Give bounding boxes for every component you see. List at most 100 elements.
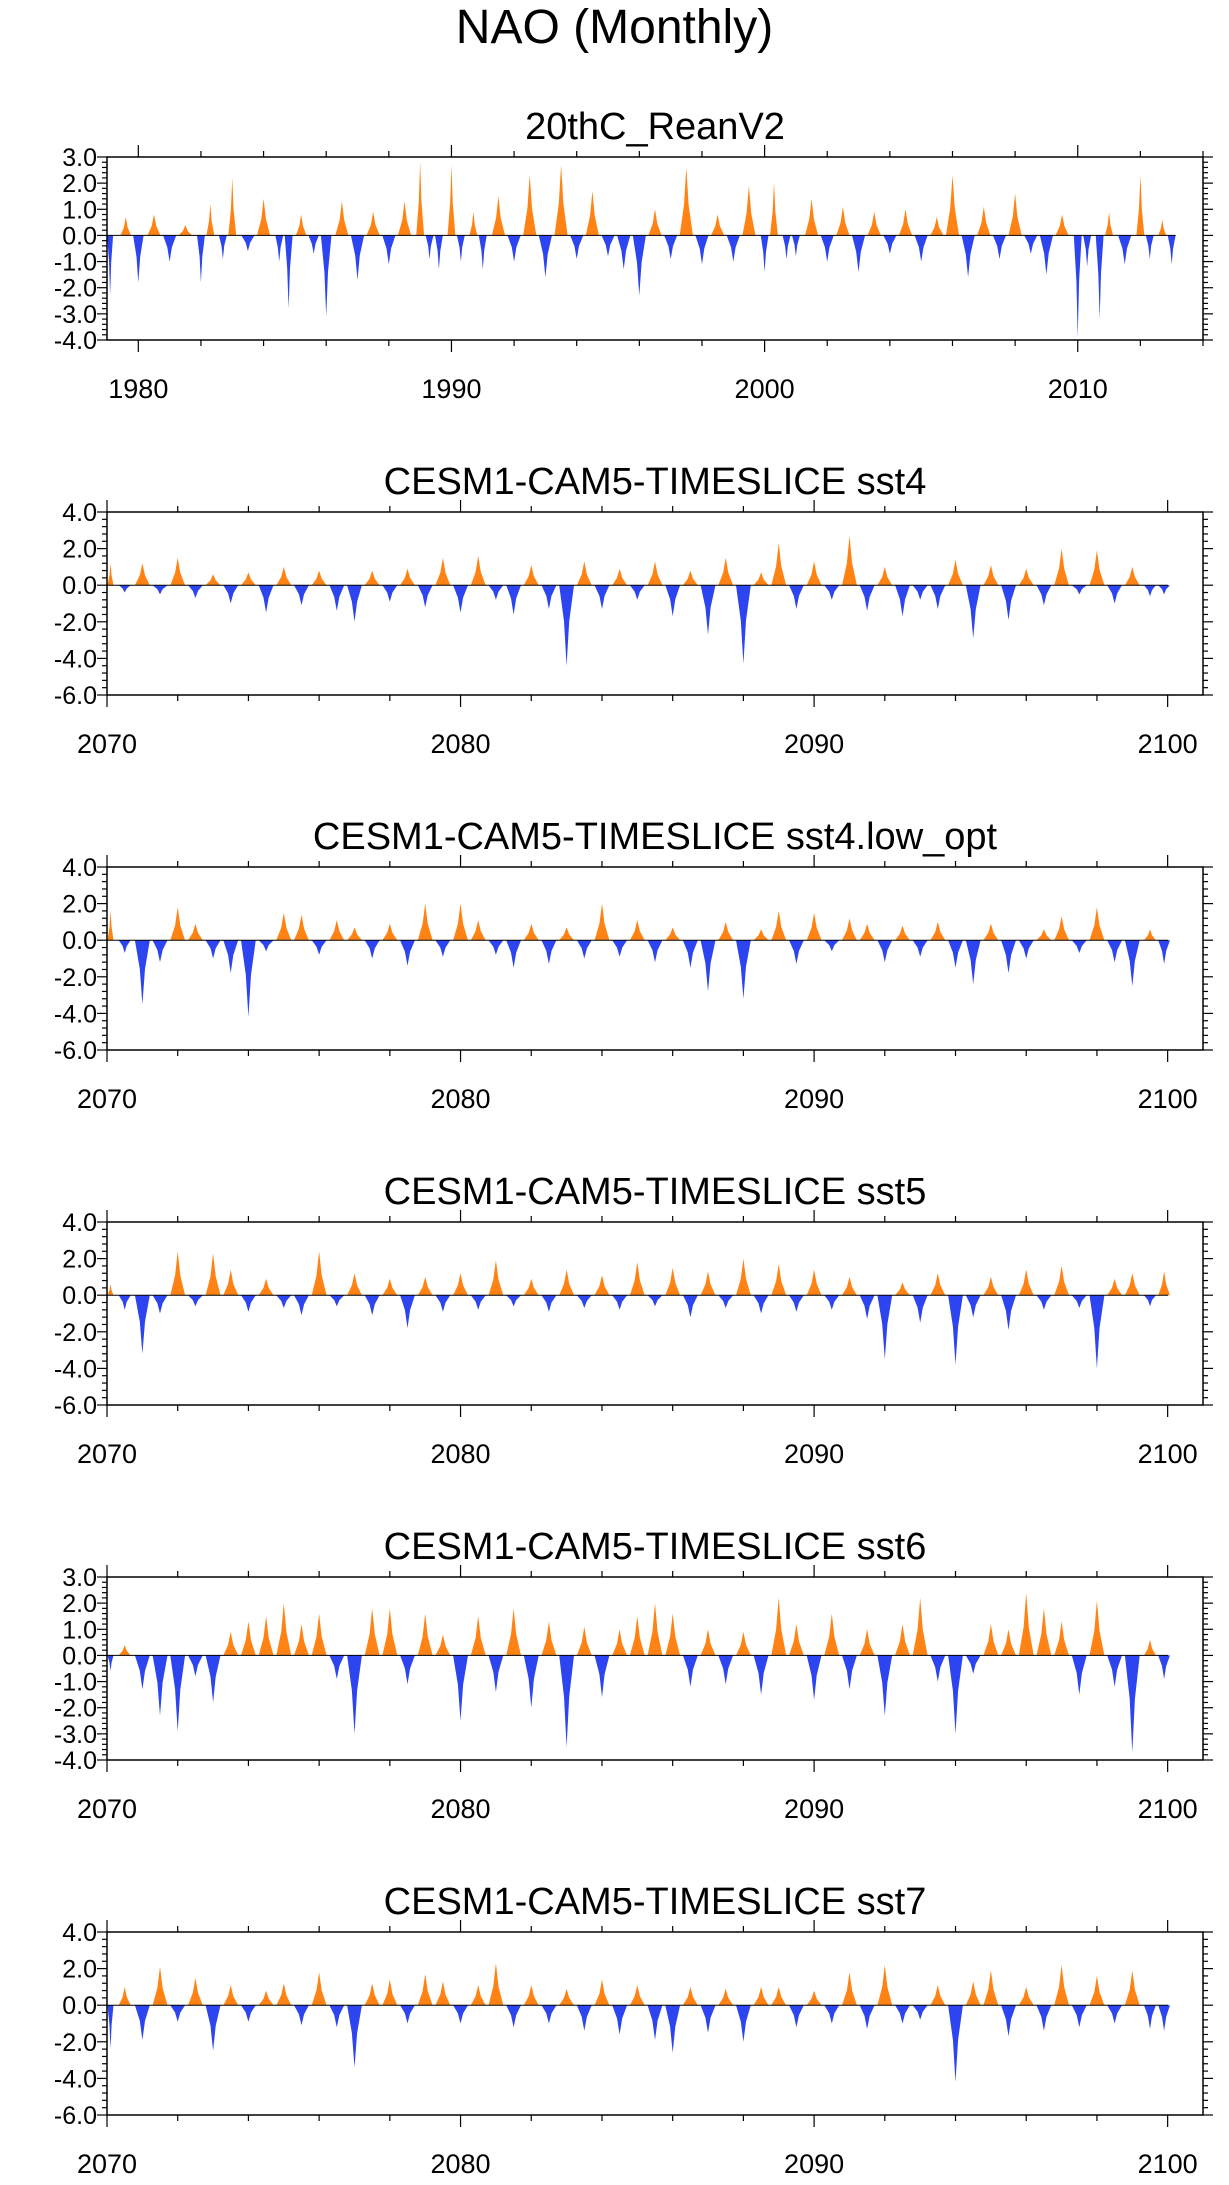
- positive-anomaly: [789, 1624, 804, 1656]
- positive-anomaly: [718, 1988, 734, 2006]
- negative-anomaly: [329, 1295, 345, 1307]
- negative-anomaly: [682, 940, 698, 968]
- positive-anomaly: [1055, 214, 1069, 236]
- y-tick-label: -4.0: [54, 1355, 97, 1383]
- panel-5: CESM1-CAM5-TIMESLICE sst6 3.02.01.00.0-1.…: [54, 1526, 1213, 1824]
- negative-anomaly: [152, 585, 168, 595]
- negative-anomaly: [612, 2005, 628, 2035]
- y-tick-label: 3.0: [62, 1564, 97, 1592]
- negative-anomaly: [806, 1655, 822, 1700]
- negative-anomaly: [965, 1655, 981, 1674]
- positive-anomaly: [364, 1608, 380, 1656]
- positive-anomaly: [647, 1603, 663, 1656]
- negative-anomaly: [1158, 1655, 1170, 1679]
- negative-anomaly: [965, 585, 981, 639]
- positive-anomaly: [805, 198, 819, 236]
- plot-frame: [106, 1221, 1204, 1406]
- negative-anomaly: [1089, 1295, 1105, 1369]
- positive-anomaly: [107, 910, 114, 941]
- positive-anomaly: [258, 1278, 274, 1296]
- positive-anomaly: [1089, 907, 1105, 941]
- positive-anomaly: [753, 929, 769, 941]
- negative-anomaly: [789, 940, 804, 964]
- negative-anomaly: [488, 940, 504, 955]
- positive-anomaly: [895, 1624, 910, 1656]
- positive-anomaly: [152, 1966, 168, 2006]
- positive-anomaly: [435, 1981, 451, 2006]
- y-tick-label: 0.0: [62, 1642, 97, 1670]
- y-tick-label: -2.0: [54, 275, 97, 303]
- negative-anomaly: [294, 2005, 309, 2026]
- negative-anomaly: [930, 1655, 946, 1682]
- negative-anomaly: [912, 940, 928, 957]
- negative-anomaly: [576, 1295, 592, 1308]
- x-tick-label: 2070: [77, 2149, 137, 2179]
- positive-anomaly: [842, 1972, 857, 2006]
- negative-anomaly: [594, 1655, 610, 1698]
- positive-anomaly: [205, 1253, 221, 1296]
- negative-anomaly: [700, 585, 716, 635]
- negative-anomaly: [824, 1295, 840, 1310]
- positive-anomaly: [1054, 916, 1069, 941]
- negative-anomaly: [570, 235, 584, 259]
- positive-anomaly: [1018, 1986, 1034, 2006]
- positive-anomaly: [258, 1616, 274, 1656]
- negative-anomaly: [1024, 235, 1038, 254]
- negative-anomaly: [329, 1655, 345, 1679]
- positive-anomaly: [665, 927, 681, 941]
- negative-anomaly: [992, 235, 1006, 259]
- negative-anomaly: [134, 1295, 150, 1354]
- y-tick-label: 2.0: [62, 1246, 97, 1274]
- positive-anomaly: [294, 1624, 309, 1656]
- negative-anomaly: [258, 585, 274, 613]
- negative-anomaly: [824, 585, 840, 600]
- positive-anomaly: [711, 214, 725, 236]
- positive-anomaly: [523, 1985, 539, 2006]
- positive-anomaly: [771, 1986, 787, 2006]
- positive-anomaly: [700, 1629, 716, 1656]
- negative-anomaly: [456, 235, 465, 262]
- negative-anomaly: [197, 235, 205, 283]
- positive-anomaly: [188, 923, 203, 941]
- positive-anomaly: [335, 201, 349, 236]
- positive-anomaly: [1105, 211, 1113, 236]
- positive-anomaly: [753, 572, 769, 586]
- positive-anomaly: [895, 925, 910, 941]
- negative-anomaly: [1124, 1655, 1140, 1753]
- y-tick-label: 1.0: [62, 196, 97, 224]
- negative-anomaly: [1107, 585, 1122, 604]
- positive-anomaly: [241, 1621, 256, 1656]
- negative-anomaly: [912, 585, 928, 600]
- y-tick-label: -6.0: [54, 2102, 97, 2130]
- positive-anomaly: [912, 1597, 928, 1656]
- positive-anomaly: [930, 1985, 946, 2006]
- positive-anomaly: [1018, 1269, 1034, 1296]
- negative-anomaly: [133, 235, 144, 283]
- negative-anomaly: [859, 585, 875, 611]
- y-tick-label: 2.0: [62, 170, 97, 198]
- positive-anomaly: [435, 1634, 451, 1656]
- positive-anomaly: [257, 198, 271, 236]
- positive-anomaly: [1158, 1271, 1170, 1296]
- negative-anomaly: [852, 235, 866, 272]
- x-tick-label: 1990: [421, 374, 481, 404]
- negative-anomaly: [559, 585, 574, 666]
- positive-anomaly: [629, 1262, 645, 1296]
- positive-anomaly: [329, 920, 345, 941]
- positive-anomaly: [679, 167, 693, 236]
- positive-anomaly: [736, 1631, 751, 1656]
- negative-anomaly: [107, 1655, 114, 1672]
- negative-anomaly: [435, 1295, 451, 1312]
- negative-anomaly: [842, 1655, 857, 1690]
- negative-anomaly: [1167, 235, 1176, 265]
- negative-anomaly: [726, 235, 740, 262]
- positive-anomaly: [276, 1603, 292, 1656]
- x-tick-label: 2010: [1048, 374, 1108, 404]
- y-tick-label: 4.0: [62, 854, 97, 882]
- y-tick-label: -1.0: [54, 1669, 97, 1697]
- negative-anomaly: [488, 1655, 504, 1692]
- x-tick-label: 2100: [1138, 2149, 1198, 2179]
- x-tick-label: 2080: [431, 1084, 491, 1114]
- negative-anomaly: [1144, 1295, 1156, 1307]
- positive-anomaly: [612, 568, 628, 586]
